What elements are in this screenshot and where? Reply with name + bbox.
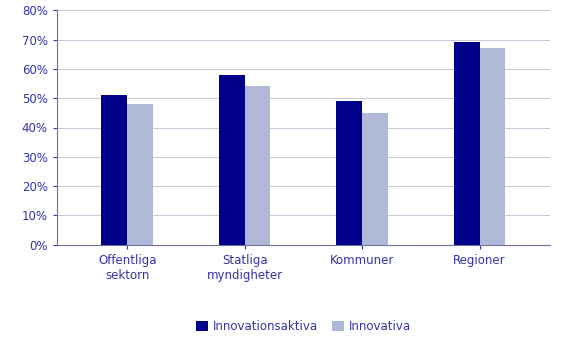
Bar: [101, 95, 127, 245]
Bar: [127, 104, 153, 245]
Bar: [454, 42, 480, 245]
Bar: [480, 48, 505, 245]
Bar: [362, 113, 388, 245]
Bar: [336, 101, 362, 245]
Bar: [244, 86, 270, 245]
Legend: Innovationsaktiva, Innovativa: Innovationsaktiva, Innovativa: [192, 315, 415, 337]
Bar: [219, 75, 244, 245]
